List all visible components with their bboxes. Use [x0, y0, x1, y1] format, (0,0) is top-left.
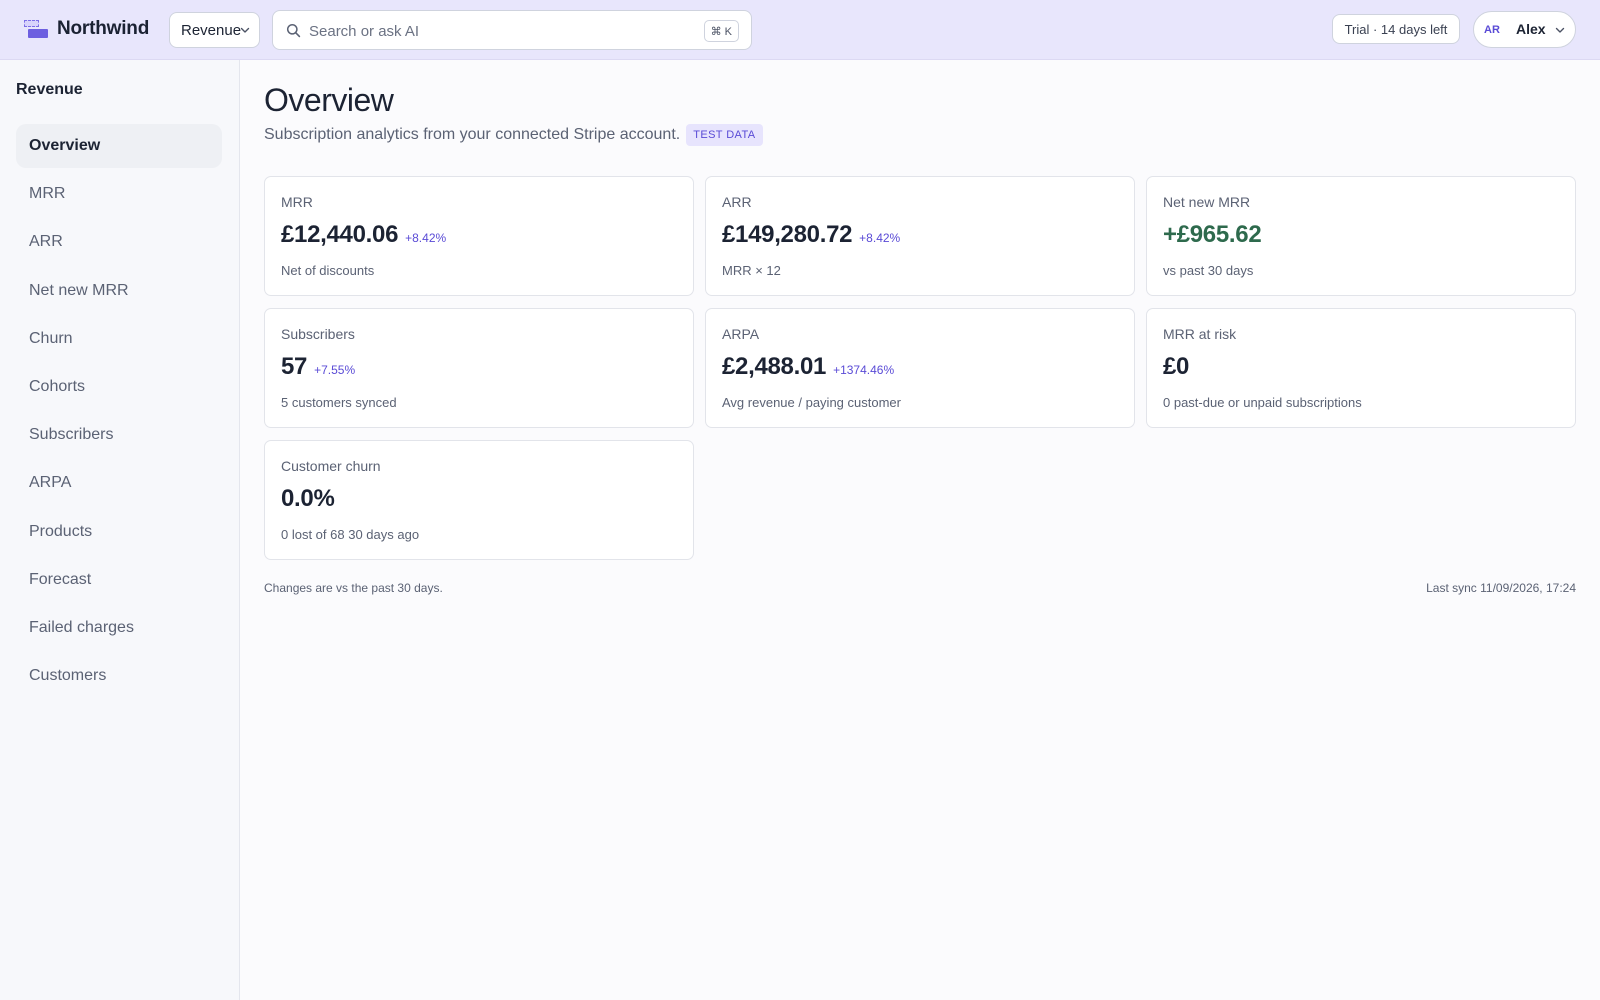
chevron-down-icon — [1555, 27, 1565, 33]
sidebar-item-forecast[interactable]: Forecast — [29, 570, 92, 588]
last-sync-timestamp: Last sync 11/09/2026, 17:24 — [1426, 581, 1576, 595]
metric-value: £0 — [1163, 353, 1190, 380]
page-subtitle: Subscription analytics from your connect… — [264, 124, 763, 146]
trial-status-button[interactable]: Trial · 14 days left — [1332, 14, 1460, 44]
metric-label: Net new MRR — [1163, 194, 1251, 210]
metric-card-net-new-mrr[interactable]: Net new MRR +£965.62 vs past 30 days — [1146, 176, 1576, 296]
workspace-select-value: Revenue — [181, 21, 242, 39]
metric-label: MRR at risk — [1163, 326, 1237, 342]
page-title: Overview — [264, 82, 394, 118]
metric-card-subscribers[interactable]: Subscribers 57 +7.55% 5 customers synced — [264, 308, 694, 428]
search-input[interactable] — [309, 20, 689, 42]
search-icon — [286, 23, 301, 38]
metric-label: ARR — [722, 194, 752, 210]
metric-note: 5 customers synced — [281, 395, 397, 410]
sidebar-item-failed-charges[interactable]: Failed charges — [29, 618, 134, 636]
metric-value: £149,280.72 — [722, 221, 853, 248]
sidebar-heading: Revenue — [16, 81, 83, 98]
metric-note: Net of discounts — [281, 263, 375, 278]
northwind-logo-icon — [24, 18, 48, 40]
sidebar-item-subscribers[interactable]: Subscribers — [29, 426, 114, 444]
sidebar: Revenue Overview MRR ARR Net new MRR Chu… — [0, 60, 240, 1000]
chevron-down-icon — [240, 27, 250, 33]
sidebar-nav: Overview MRR ARR Net new MRR Churn Cohor… — [16, 124, 222, 702]
metric-note: Avg revenue / paying customer — [722, 395, 901, 410]
sidebar-item-net-new-mrr[interactable]: Net new MRR — [29, 281, 129, 299]
metric-note: 0 past-due or unpaid subscriptions — [1163, 395, 1362, 410]
metric-delta: +8.42% — [859, 231, 901, 245]
metric-label: Customer churn — [281, 458, 381, 474]
metric-note: MRR × 12 — [722, 263, 781, 278]
metric-card-arpa[interactable]: ARPA £2,488.01 +1374.46% Avg revenue / p… — [705, 308, 1135, 428]
metric-delta: +8.42% — [405, 231, 447, 245]
sidebar-item-customers[interactable]: Customers — [29, 667, 107, 685]
metric-value: 57 — [281, 353, 308, 380]
sidebar-item-arpa[interactable]: ARPA — [29, 474, 72, 492]
main-content: Overview Subscription analytics from you… — [240, 60, 1600, 1000]
metric-label: MRR — [281, 194, 313, 210]
sidebar-item-mrr[interactable]: MRR — [29, 185, 66, 203]
metric-value: 0.0% — [281, 485, 335, 512]
sidebar-item-products[interactable]: Products — [29, 522, 93, 540]
sidebar-item-churn[interactable]: Churn — [29, 329, 73, 347]
sidebar-item-cohorts[interactable]: Cohorts — [29, 377, 86, 395]
top-bar: Northwind Revenue ⌘ K Trial · 14 days le… — [0, 0, 1600, 60]
sidebar-item-overview[interactable]: Overview — [16, 124, 222, 168]
sidebar-item-arr[interactable]: ARR — [29, 233, 63, 251]
search-shortcut-hint: ⌘ K — [703, 20, 739, 42]
metric-delta: +1374.46% — [833, 363, 895, 377]
metric-card-customer-churn[interactable]: Customer churn 0.0% 0 lost of 68 30 days… — [264, 440, 694, 560]
metric-value: +£965.62 — [1163, 221, 1262, 248]
avatar: AR — [1484, 24, 1500, 36]
metric-card-mrr-at-risk[interactable]: MRR at risk £0 0 past-due or unpaid subs… — [1146, 308, 1576, 428]
workspace-select[interactable]: Revenue — [169, 12, 260, 48]
metric-card-mrr[interactable]: MRR £12,440.06 +8.42% Net of discounts — [264, 176, 694, 296]
metric-note: 0 lost of 68 30 days ago — [281, 527, 420, 542]
metric-card-arr[interactable]: ARR £149,280.72 +8.42% MRR × 12 — [705, 176, 1135, 296]
brand-name: Northwind — [57, 18, 150, 39]
metric-label: Subscribers — [281, 326, 355, 342]
test-data-badge: TEST DATA — [686, 124, 763, 146]
search-box: ⌘ K — [272, 10, 752, 50]
metric-label: ARPA — [722, 326, 760, 342]
page-subtitle-text: Subscription analytics from your connect… — [264, 126, 681, 143]
metric-note: vs past 30 days — [1163, 263, 1254, 278]
metric-delta: +7.55% — [314, 363, 356, 377]
metric-value: £2,488.01 — [722, 353, 827, 380]
brand-logo[interactable]: Northwind — [24, 18, 149, 40]
metric-value: £12,440.06 — [281, 221, 399, 248]
changes-footnote: Changes are vs the past 30 days. — [264, 581, 443, 595]
user-name: Alex — [1516, 21, 1546, 37]
user-menu-button[interactable]: AR Alex — [1473, 11, 1576, 48]
